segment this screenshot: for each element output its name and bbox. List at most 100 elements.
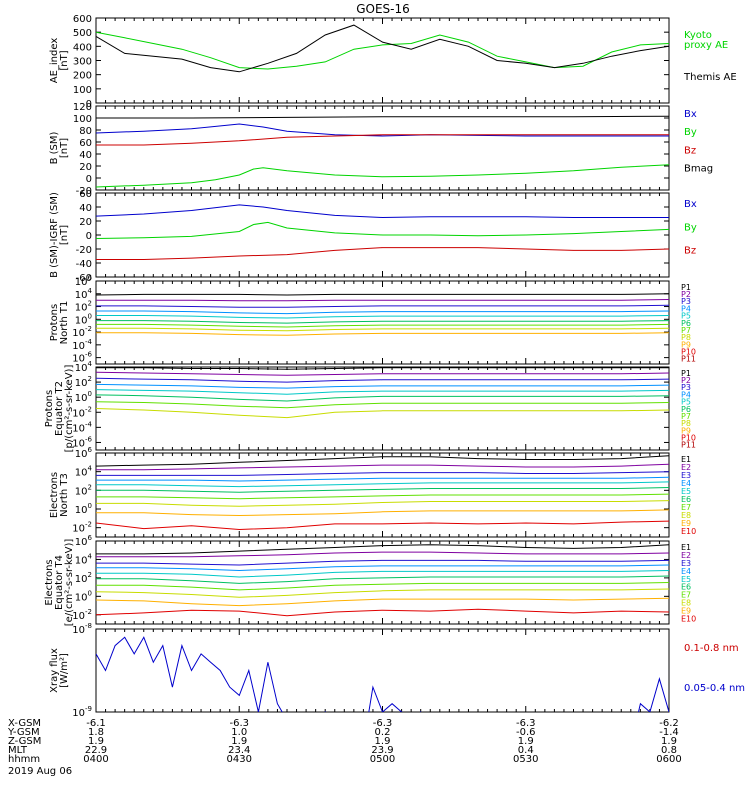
- ephemeris-value: -0.6: [516, 727, 536, 738]
- y-axis-label-line: [p/(cm²-s-sr-keV)]: [64, 365, 75, 453]
- legend-By: By: [684, 127, 697, 138]
- legend-P7: P7: [681, 326, 691, 335]
- y-axis-label-line: [nT]: [59, 138, 70, 158]
- legend-Themis-AE: Themis AE: [683, 72, 737, 83]
- ephemeris-value: -6.3: [516, 718, 536, 729]
- y-tick-label: 10-9: [72, 705, 92, 719]
- legend-E9: E9: [681, 606, 691, 615]
- series-line-Bz: [96, 134, 669, 146]
- legend-By: By: [684, 222, 697, 233]
- y-tick-exponent: 4: [88, 552, 93, 560]
- series-line-P1: [96, 367, 669, 370]
- y-tick-base: 10: [75, 468, 88, 479]
- legend-0.05-0.4-nm: 0.05-0.4 nm: [684, 683, 745, 694]
- panel-frame: [95, 628, 670, 713]
- y-tick-label: 104: [75, 360, 93, 374]
- y-tick-label: 106: [75, 534, 93, 548]
- ephemeris-value: 23.4: [228, 745, 250, 756]
- series-line-P6: [96, 320, 669, 324]
- ephemeris-value: 0.2: [375, 727, 391, 738]
- series-line-Bmag: [96, 115, 669, 119]
- legend-P6: P6: [681, 319, 691, 328]
- y-axis-label-line: Protons: [44, 390, 55, 427]
- series-line-Bx: [96, 204, 669, 219]
- y-tick-label: 10-6: [72, 351, 92, 365]
- legend-E1: E1: [681, 455, 691, 464]
- y-axis-label-line: AE_index: [49, 38, 60, 84]
- y-tick-exponent: 2: [88, 375, 92, 383]
- y-tick-label: 80: [79, 126, 92, 137]
- legend-P11: P11: [681, 441, 696, 450]
- legend-P7: P7: [681, 412, 691, 421]
- y-tick-exponent: -4: [85, 420, 93, 428]
- y-tick-label: 40: [79, 150, 92, 161]
- y-tick-label: 102: [75, 483, 92, 497]
- legend-E6: E6: [681, 583, 691, 592]
- legend-E7: E7: [681, 503, 691, 512]
- series-line-E1: [96, 544, 669, 555]
- y-tick-exponent: 6: [88, 446, 93, 454]
- y-tick-base: 10: [75, 555, 88, 566]
- series-line-E9: [96, 509, 669, 517]
- ephemeris-value: 1.9: [375, 736, 391, 747]
- y-tick-label: 10-2: [72, 608, 92, 622]
- y-tick-label: 100: [75, 312, 92, 326]
- y-axis-label-line: Xray flux: [49, 648, 60, 693]
- y-tick-base: 10: [75, 363, 88, 374]
- legend-P9: P9: [681, 426, 691, 435]
- ephemeris-value: 22.9: [85, 745, 107, 756]
- legend-P5: P5: [681, 398, 691, 407]
- series-line-E9: [96, 597, 669, 607]
- series-line-P3: [96, 377, 669, 383]
- y-tick-base: 10: [72, 354, 85, 365]
- y-axis-label-line: Electrons: [44, 559, 55, 605]
- series-line-P6: [96, 394, 669, 402]
- legend-P10: P10: [681, 434, 696, 443]
- legend-P8: P8: [681, 419, 691, 428]
- y-tick-base: 10: [75, 315, 88, 326]
- y-tick-label: 10-2: [72, 405, 92, 419]
- legend-Bx: Bx: [684, 109, 697, 120]
- y-tick-label: 104: [75, 552, 93, 566]
- ephemeris-date: 2019 Aug 06: [8, 766, 72, 777]
- y-tick-label: 300: [73, 57, 92, 68]
- legend-proxy-AE: proxy AE: [684, 40, 728, 51]
- y-tick-label: 102: [75, 300, 92, 314]
- y-tick-base: 10: [75, 486, 88, 497]
- legend-E5: E5: [681, 487, 691, 496]
- ephemeris-value: -6.3: [373, 718, 393, 729]
- ephemeris-row-label: Z-GSM: [8, 736, 41, 747]
- y-tick-exponent: 2: [88, 571, 92, 579]
- ephemeris-value: -6.2: [659, 718, 679, 729]
- series-line-P5: [96, 315, 669, 319]
- y-tick-label: 10-2: [72, 325, 92, 339]
- y-tick-exponent: 2: [88, 300, 92, 308]
- legend-Bz: Bz: [684, 246, 696, 257]
- series-line-P4: [96, 383, 669, 389]
- y-tick-label: 0: [86, 231, 92, 242]
- legend-P10: P10: [681, 348, 696, 357]
- y-tick-label: 60: [79, 138, 92, 149]
- ephemeris-value: 23.9: [371, 745, 393, 756]
- y-axis-label: Protons Equator T2 [p/(cm²-s-sr-keV)]: [44, 365, 75, 453]
- legend-E10: E10: [681, 527, 696, 536]
- y-tick-label: 60: [79, 189, 92, 200]
- legend-E3: E3: [681, 471, 691, 480]
- series-line-E7: [96, 582, 669, 591]
- y-tick-label: 0: [86, 99, 92, 110]
- y-axis-label-line: Protons: [49, 304, 60, 341]
- y-tick-exponent: -8: [85, 622, 92, 630]
- y-tick-label: 10-4: [72, 420, 92, 434]
- y-axis-label: AE_index [nT]: [49, 38, 70, 84]
- y-axis-label: B (SM)-IGRF (SM) [nT]: [49, 192, 70, 278]
- series-line-E8: [96, 588, 669, 598]
- y-tick-exponent: -2: [85, 325, 92, 333]
- y-axis-label-line: Equator T4: [54, 555, 65, 610]
- y-axis-label-line: North T1: [59, 301, 70, 345]
- y-tick-label: 104: [75, 287, 93, 301]
- y-tick-label: 10-4: [72, 338, 92, 352]
